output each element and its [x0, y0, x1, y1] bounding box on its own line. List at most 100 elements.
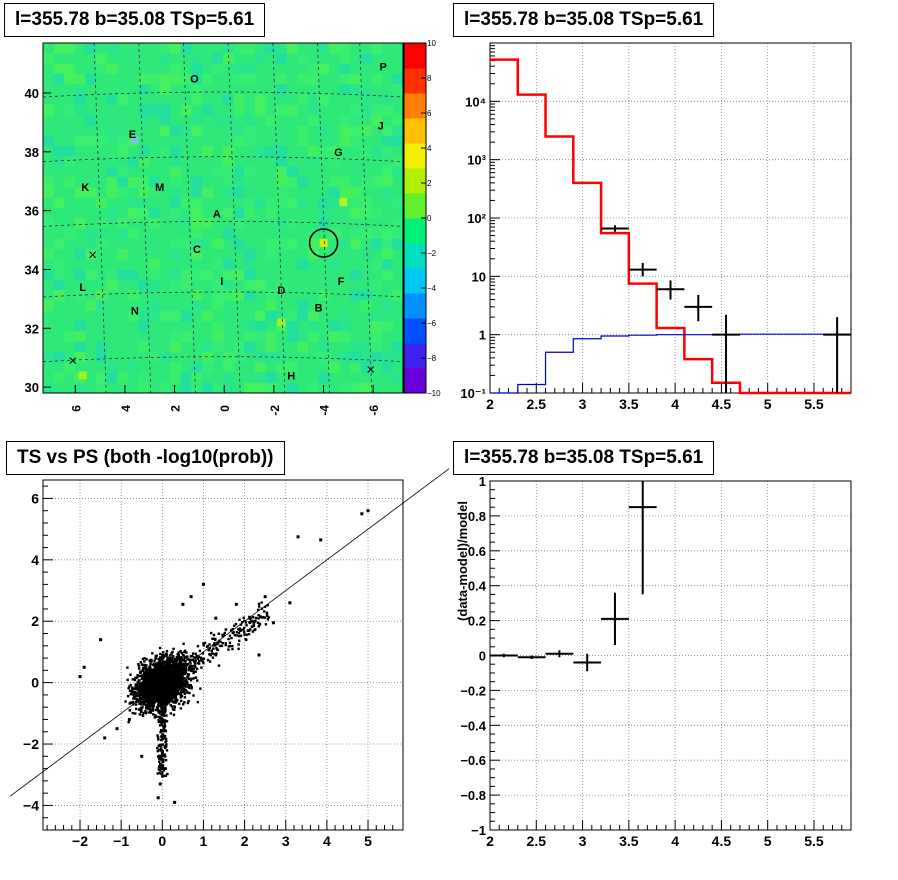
- map-cell: [254, 320, 266, 332]
- scatter-point: [159, 755, 162, 758]
- scatter-point: [165, 659, 169, 662]
- scatter-point: [168, 665, 172, 669]
- map-cell: [275, 166, 288, 178]
- scatter-point: [156, 680, 160, 683]
- scatter-point: [189, 684, 192, 687]
- scatter-point: [134, 700, 137, 704]
- scatter-point: [182, 663, 185, 667]
- scatter-point: [212, 633, 216, 637]
- scatter-point: [167, 663, 170, 666]
- scatter-point: [172, 680, 175, 684]
- map-cell: [201, 362, 213, 373]
- scatter-point: [238, 627, 242, 630]
- scatter-point: [168, 670, 172, 674]
- colorbar-segment: [404, 218, 426, 244]
- map-cell: [159, 310, 171, 322]
- scatter-point: [170, 705, 174, 708]
- y-tick-label: 40: [25, 86, 39, 101]
- map-cell: [318, 341, 330, 353]
- scatter-point: [151, 698, 154, 701]
- scatter-point: [182, 690, 185, 694]
- map-cell: [328, 362, 340, 373]
- scatter-point: [183, 650, 186, 654]
- map-cell: [159, 382, 171, 394]
- scatter-point: [161, 699, 165, 703]
- map-cell: [286, 331, 298, 343]
- scatter-point: [158, 690, 161, 694]
- map-cell: [180, 279, 192, 291]
- scatter-point: [154, 662, 157, 666]
- scatter-point: [157, 738, 160, 741]
- scatter-point: [141, 714, 145, 718]
- map-cell: [170, 372, 182, 384]
- map-cell: [159, 84, 171, 95]
- scatter-point: [157, 674, 160, 678]
- scatter-point: [175, 692, 178, 696]
- scatter-point: [211, 652, 214, 655]
- map-cell: [170, 310, 182, 322]
- map-cell: [106, 207, 118, 219]
- map-cell: [138, 382, 150, 394]
- scatter-outlier: [234, 602, 238, 606]
- scatter-point: [229, 629, 233, 632]
- map-cell: [223, 372, 235, 384]
- scatter-point: [147, 702, 151, 706]
- map-cell: [106, 166, 118, 178]
- map-cell: [265, 248, 277, 260]
- scatter-point: [178, 662, 182, 665]
- map-hot-pixel: [78, 371, 87, 380]
- scatter-point: [208, 660, 212, 663]
- scatter-point: [162, 769, 166, 772]
- scatter-point: [171, 670, 174, 673]
- scatter-point: [139, 706, 142, 710]
- scatter-point: [138, 713, 141, 716]
- scatter-point: [239, 634, 243, 638]
- scatter-point: [175, 667, 178, 671]
- region-label: N: [131, 306, 139, 318]
- map-cell: [212, 279, 224, 291]
- scatter-point: [160, 698, 164, 701]
- scatter-point: [160, 722, 163, 725]
- region-label: K: [81, 182, 89, 194]
- map-cell: [138, 197, 150, 209]
- map-cell: [254, 104, 266, 116]
- scatter-point: [153, 665, 157, 669]
- scatter-point: [160, 706, 163, 710]
- scatter-point: [163, 719, 167, 722]
- scatter-point: [221, 633, 224, 637]
- scatter-point: [178, 675, 182, 679]
- scatter-point: [171, 690, 174, 693]
- scatter-point: [194, 676, 198, 679]
- map-cell: [85, 269, 97, 281]
- scatter-point: [160, 747, 163, 751]
- scatter-point: [232, 631, 235, 634]
- map-cell: [275, 238, 288, 250]
- scatter-point: [151, 706, 155, 709]
- map-hot-pixel: [130, 136, 139, 145]
- map-cell: [127, 310, 139, 322]
- map-cell: [85, 228, 97, 240]
- map-cell: [159, 73, 171, 85]
- map-cell: [307, 94, 319, 106]
- map-cell: [328, 145, 340, 157]
- map-cell: [223, 43, 235, 54]
- scatter-point: [163, 665, 166, 668]
- scatter-point: [231, 644, 234, 648]
- map-cell: [392, 125, 404, 137]
- scatter-point: [169, 681, 172, 685]
- map-cell: [339, 331, 351, 343]
- scatter-point: [175, 665, 179, 668]
- scatter-point: [177, 685, 180, 688]
- scatter-point: [162, 727, 165, 730]
- scatter-point: [178, 682, 181, 686]
- scatter-point: [153, 697, 156, 701]
- region-label: I: [220, 276, 223, 288]
- scatter-point: [137, 694, 141, 698]
- map-cell: [191, 228, 203, 240]
- map-cell: [360, 290, 372, 301]
- map-cell: [180, 43, 192, 54]
- map-cell: [307, 248, 319, 260]
- scatter-point: [184, 688, 187, 692]
- map-cell: [244, 166, 256, 178]
- scatter-point: [218, 639, 221, 643]
